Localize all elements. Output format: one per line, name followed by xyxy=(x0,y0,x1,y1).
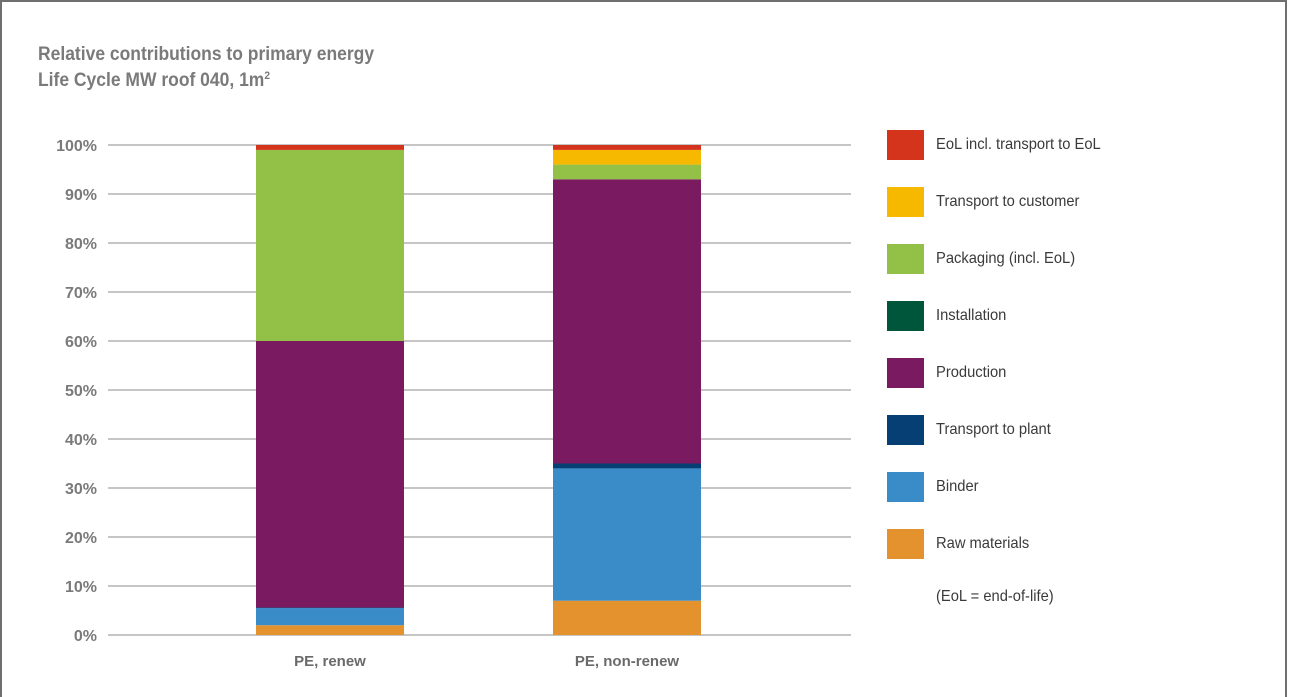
legend-item: Binder xyxy=(887,472,982,502)
legend-item: Installation xyxy=(887,301,1013,331)
bar-segment xyxy=(256,625,404,635)
bar-segment xyxy=(553,149,701,165)
bar-segment xyxy=(256,341,404,608)
legend-swatch xyxy=(887,529,924,559)
chart-title: Relative contributions to primary energy xyxy=(38,44,375,65)
bar-segment xyxy=(553,164,701,180)
legend-swatch xyxy=(887,244,924,274)
legend-label: EoL incl. transport to EoL xyxy=(936,136,1101,153)
legend-label: Production xyxy=(936,364,1007,381)
legend-label: Raw materials xyxy=(936,535,1030,552)
y-tick-label: 40% xyxy=(65,432,97,449)
legend-item: EoL incl. transport to EoL xyxy=(887,130,1115,160)
legend-swatch xyxy=(887,301,924,331)
legend-note: (EoL = end-of-life) xyxy=(936,588,1054,605)
legend-swatch xyxy=(887,130,924,160)
y-tick-label: 70% xyxy=(65,285,97,302)
x-tick-label: PE, non-renew xyxy=(575,653,680,670)
legend-label: Transport to customer xyxy=(936,193,1080,210)
y-tick-label: 10% xyxy=(65,579,97,596)
bar-segment xyxy=(553,463,701,469)
legend-item: Transport to customer xyxy=(887,187,1092,217)
legend-item: Raw materials xyxy=(887,529,1037,559)
bar-segment xyxy=(256,608,404,626)
y-tick-label: 100% xyxy=(56,138,97,155)
bar-segment xyxy=(256,145,404,150)
legend-item: Transport to plant xyxy=(887,415,1061,445)
legend-label: Binder xyxy=(936,478,979,495)
y-tick-label: 90% xyxy=(65,187,97,204)
legend-label: Transport to plant xyxy=(936,421,1051,438)
bar-segment xyxy=(553,179,701,464)
legend-swatch xyxy=(887,415,924,445)
legend-item: Packaging (incl. EoL) xyxy=(887,244,1087,274)
y-tick-label: 50% xyxy=(65,383,97,400)
y-tick-label: 30% xyxy=(65,481,97,498)
y-tick-label: 60% xyxy=(65,334,97,351)
legend-item: Production xyxy=(887,358,1013,388)
legend-swatch xyxy=(887,472,924,502)
legend-label: Installation xyxy=(936,307,1007,324)
bar-segment xyxy=(553,145,701,150)
legend-label: Packaging (incl. EoL) xyxy=(936,250,1076,267)
chart-subtitle-text: Life Cycle MW roof 040, 1m xyxy=(38,70,265,91)
y-tick-label: 20% xyxy=(65,530,97,547)
bar-segment xyxy=(553,600,701,635)
bar-segment xyxy=(553,468,701,601)
chart-subtitle: Life Cycle MW roof 040, 1m2 xyxy=(38,70,270,92)
y-tick-label: 80% xyxy=(65,236,97,253)
bar-segment xyxy=(256,149,404,341)
legend-swatch xyxy=(887,358,924,388)
y-tick-label: 0% xyxy=(74,628,97,645)
legend-swatch xyxy=(887,187,924,217)
chart-subtitle-superscript: 2 xyxy=(264,70,270,82)
x-tick-label: PE, renew xyxy=(294,653,366,670)
